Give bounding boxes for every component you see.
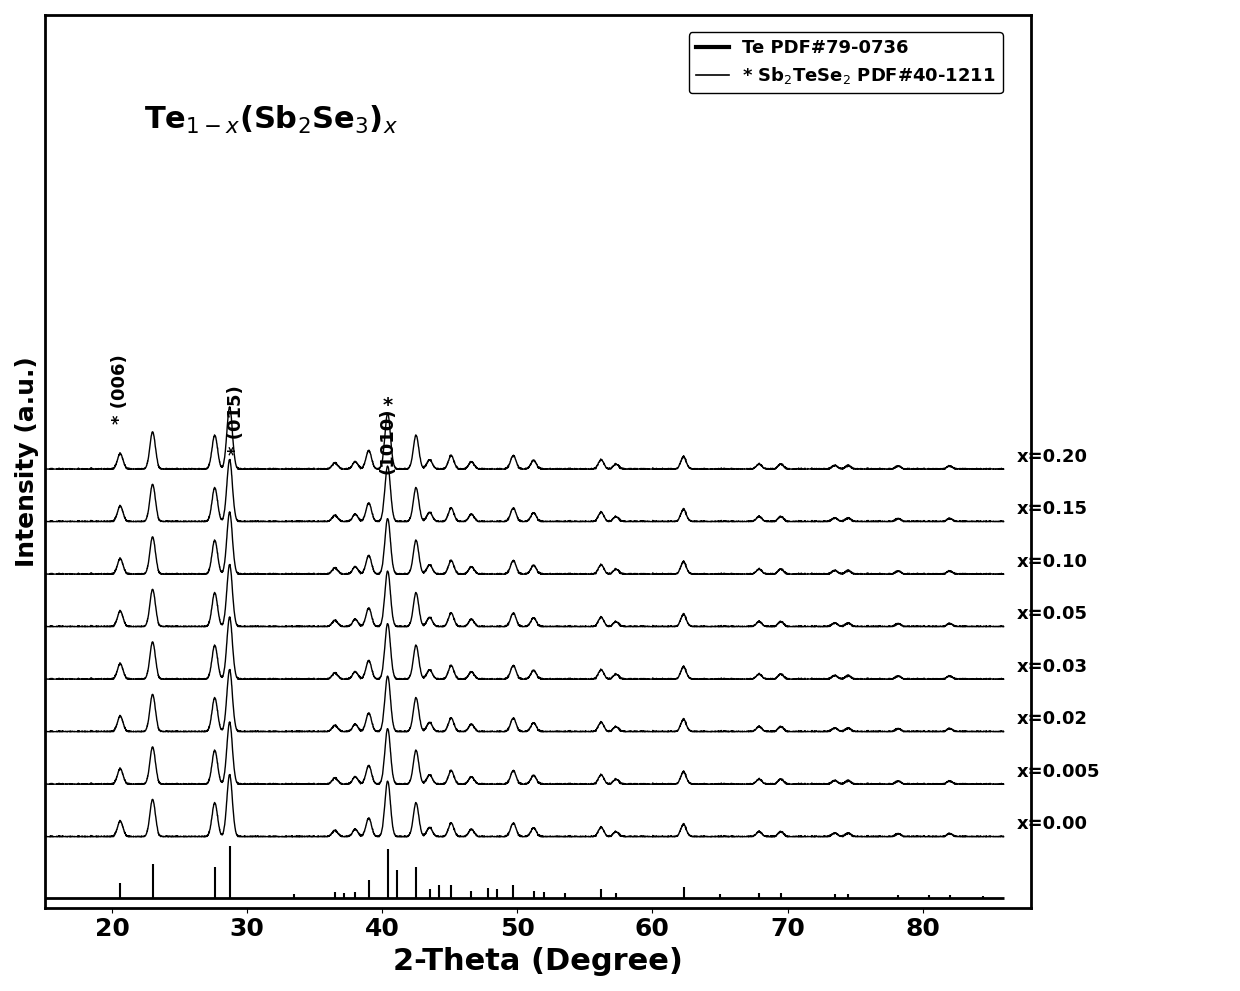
Y-axis label: Intensity (a.u.): Intensity (a.u.) bbox=[15, 356, 38, 567]
Text: Te$_{1-x}$(Sb$_2$Se$_3$)$_x$: Te$_{1-x}$(Sb$_2$Se$_3$)$_x$ bbox=[144, 104, 398, 137]
Text: * (006): * (006) bbox=[112, 355, 129, 424]
Legend: Te PDF#79-0736, * Sb$_2$TeSe$_2$ PDF#40-1211: Te PDF#79-0736, * Sb$_2$TeSe$_2$ PDF#40-… bbox=[689, 33, 1003, 93]
Text: x=0.20: x=0.20 bbox=[1017, 448, 1089, 466]
Text: x=0.05: x=0.05 bbox=[1017, 606, 1089, 623]
Text: *: * bbox=[383, 395, 393, 414]
Text: x=0.10: x=0.10 bbox=[1017, 553, 1089, 571]
Text: x=0.02: x=0.02 bbox=[1017, 711, 1089, 728]
Text: x=0.00: x=0.00 bbox=[1017, 816, 1089, 833]
Text: x=0.15: x=0.15 bbox=[1017, 500, 1089, 518]
Text: * (015): * (015) bbox=[227, 385, 246, 455]
Text: x=0.03: x=0.03 bbox=[1017, 658, 1089, 676]
Text: x=0.005: x=0.005 bbox=[1017, 763, 1101, 781]
X-axis label: 2-Theta (Degree): 2-Theta (Degree) bbox=[393, 947, 682, 976]
Text: (1010): (1010) bbox=[378, 407, 397, 474]
